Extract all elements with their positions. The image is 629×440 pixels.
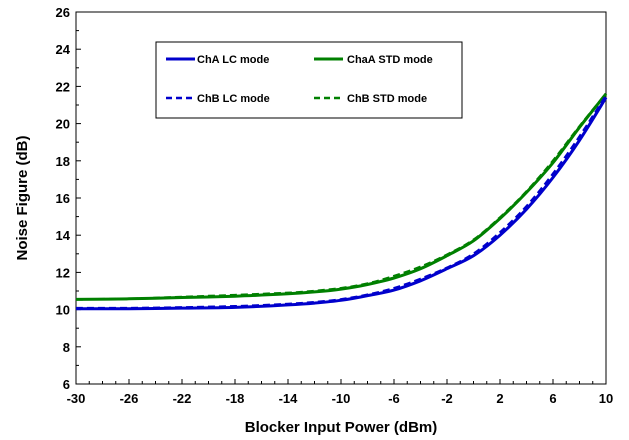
x-tick-label: -26 (120, 391, 139, 406)
y-tick-label: 14 (56, 228, 71, 243)
legend: ChA LC mode ChaA STD mode ChB LC mode Ch… (155, 41, 463, 119)
series-line-chb-lc-mode (75, 95, 608, 310)
legend-label-chb-std: ChB STD mode (347, 93, 427, 105)
y-tick-label: 20 (56, 117, 70, 132)
x-tick-label: 2 (496, 391, 503, 406)
x-tick-label: -22 (173, 391, 192, 406)
y-tick-label: 26 (56, 5, 70, 20)
x-tick-label: -18 (226, 391, 245, 406)
series-layer (75, 92, 608, 311)
y-tick-label: 16 (56, 191, 70, 206)
y-tick-label: 12 (56, 265, 70, 280)
x-tick-label: -30 (67, 391, 86, 406)
y-tick-label: 18 (56, 154, 70, 169)
x-tick-label: -10 (332, 391, 351, 406)
x-tick-label: 6 (549, 391, 556, 406)
y-axis: 6 8 10 12 14 16 18 20 22 24 26 (56, 5, 81, 392)
y-axis-label: Noise Figure (dB) (14, 135, 31, 260)
x-tick-label: 10 (599, 391, 613, 406)
x-tick-label: -2 (441, 391, 453, 406)
y-tick-label: 6 (63, 377, 70, 392)
y-tick-label: 22 (56, 79, 70, 94)
series-line-chb-std-mode (75, 93, 607, 301)
y-tick-label: 8 (63, 340, 70, 355)
x-tick-label: -14 (279, 391, 299, 406)
legend-label-chaa-std: ChaA STD mode (347, 54, 433, 66)
legend-box (155, 41, 463, 119)
x-tick-label: -6 (388, 391, 400, 406)
y-tick-label: 10 (56, 303, 70, 318)
legend-label-cha-lc: ChA LC mode (197, 54, 269, 66)
legend-label-chb-lc: ChB LC mode (197, 93, 270, 105)
y-tick-label: 24 (56, 42, 71, 57)
x-axis: -30 -26 -22 -18 -14 -10 -6 -2 2 6 10 (67, 379, 613, 406)
x-axis-label: Blocker Input Power (dBm) (245, 419, 438, 436)
